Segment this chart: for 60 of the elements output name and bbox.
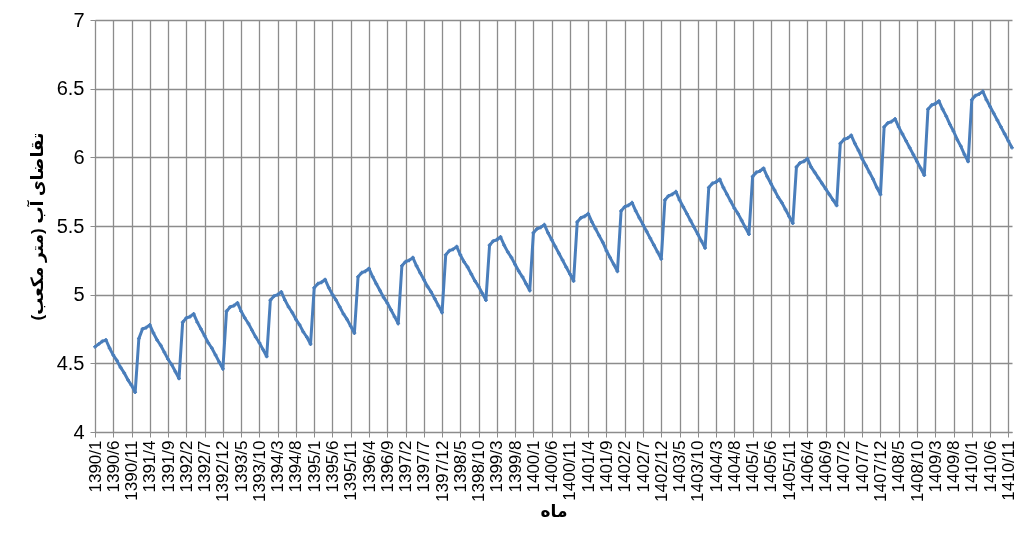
x-tick-label: 1404/8 bbox=[724, 440, 744, 493]
x-tick-label: 1399/8 bbox=[505, 440, 525, 493]
x-tick-label: 1407/12 bbox=[870, 440, 890, 502]
x-tick-label: 1398/10 bbox=[469, 440, 489, 502]
x-tick-label: 1395/1 bbox=[304, 440, 324, 493]
x-tick-label: 1397/7 bbox=[414, 440, 434, 493]
x-tick-label: 1406/4 bbox=[797, 440, 817, 493]
y-tick-label: 7 bbox=[73, 8, 85, 31]
x-tick-label: 1396/4 bbox=[359, 440, 379, 493]
y-tick-label: 6.5 bbox=[56, 77, 85, 100]
x-tick-label: 1399/3 bbox=[487, 440, 507, 493]
x-tick-label: 1402/12 bbox=[651, 440, 671, 502]
y-tick-label: 4.5 bbox=[56, 351, 85, 374]
x-tick-label: 1410/11 bbox=[998, 440, 1016, 501]
x-tick-label: 1400/6 bbox=[542, 440, 562, 493]
x-tick-label: 1408/5 bbox=[889, 440, 909, 493]
x-tick-label: 1395/6 bbox=[322, 440, 342, 493]
x-tick-label: 1406/9 bbox=[816, 440, 836, 493]
x-tick-label: 1409/8 bbox=[944, 440, 964, 493]
y-tick-label: 4 bbox=[73, 420, 85, 443]
x-tick-label: 1395/11 bbox=[341, 440, 361, 501]
x-tick-label: 1394/3 bbox=[268, 440, 288, 493]
y-tick-label: 5 bbox=[73, 283, 85, 306]
x-tick-label: 1409/3 bbox=[925, 440, 945, 493]
x-tick-label: 1403/10 bbox=[688, 440, 708, 502]
x-tick-label: 1396/9 bbox=[377, 440, 397, 493]
x-tick-label: 1391/9 bbox=[158, 440, 178, 493]
x-tick-label: 1407/2 bbox=[834, 440, 854, 493]
x-tick-label: 1397/12 bbox=[432, 440, 452, 502]
y-tick-label: 6 bbox=[73, 145, 85, 168]
x-tick-label: 1405/11 bbox=[779, 440, 799, 501]
x-tick-label: 1390/11 bbox=[122, 440, 142, 501]
x-tick-label: 1397/2 bbox=[396, 440, 416, 493]
x-tick-label: 1408/10 bbox=[907, 440, 927, 502]
x-tick-label: 1410/6 bbox=[980, 440, 1000, 493]
x-tick-label: 1398/5 bbox=[450, 440, 470, 493]
x-tick-label: 1405/6 bbox=[761, 440, 781, 493]
x-tick-label: 1393/5 bbox=[231, 440, 251, 493]
x-tick-label: 1404/3 bbox=[706, 440, 726, 493]
x-tick-label: 1391/4 bbox=[140, 440, 160, 493]
x-tick-label: 1393/10 bbox=[249, 440, 269, 502]
x-tick-label: 1392/12 bbox=[213, 440, 233, 502]
x-tick-label: 1407/7 bbox=[852, 440, 872, 493]
x-tick-label: 1403/5 bbox=[670, 440, 690, 493]
y-tick-label: 5.5 bbox=[56, 214, 85, 237]
x-tick-label: 1402/7 bbox=[633, 440, 653, 493]
x-tick-label: 1405/1 bbox=[743, 440, 763, 493]
x-tick-label: 1390/1 bbox=[85, 440, 105, 493]
y-axis-title: تقاضای آب (متر مکعب) bbox=[25, 132, 48, 321]
x-tick-label: 1392/2 bbox=[176, 440, 196, 493]
x-tick-label: 1400/11 bbox=[560, 440, 580, 501]
x-tick-label: 1392/7 bbox=[195, 440, 215, 493]
x-tick-label: 1410/1 bbox=[962, 440, 982, 493]
x-tick-label: 1401/4 bbox=[578, 440, 598, 493]
x-tick-label: 1394/8 bbox=[286, 440, 306, 493]
x-tick-label: 1400/1 bbox=[523, 440, 543, 493]
x-tick-label: 1390/6 bbox=[103, 440, 123, 493]
x-tick-label: 1401/9 bbox=[596, 440, 616, 493]
x-axis-title: ماه bbox=[540, 501, 568, 521]
x-tick-label: 1402/2 bbox=[615, 440, 635, 493]
